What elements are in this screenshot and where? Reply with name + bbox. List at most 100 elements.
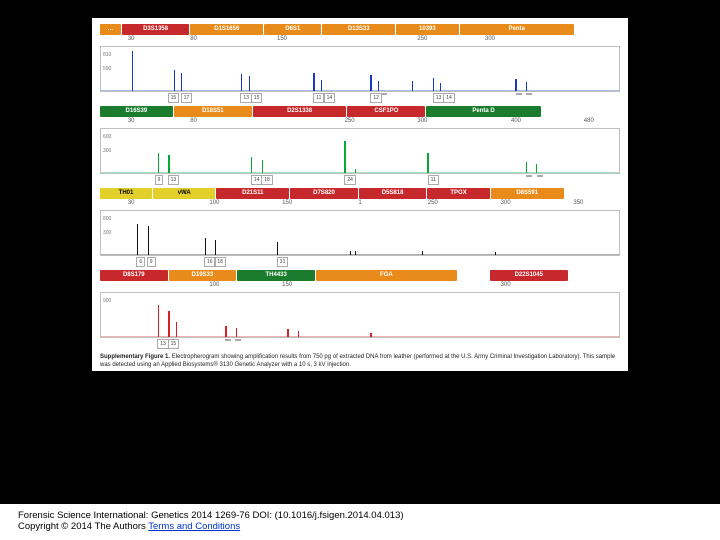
allele-call: 18 xyxy=(261,175,273,185)
x-tick: 100 xyxy=(209,200,219,206)
allele-call: 15 xyxy=(168,93,180,103)
x-axis: 30 100 150 1 250 300 350 xyxy=(100,200,620,210)
x-tick: 30 xyxy=(128,200,135,206)
x-tick: 150 xyxy=(282,200,292,206)
y-tick: 810 xyxy=(103,52,111,58)
peak xyxy=(344,141,345,173)
y-tick: 590 xyxy=(103,66,111,72)
footer: Forensic Science International: Genetics… xyxy=(0,504,720,540)
allele-call: 15 xyxy=(251,93,263,103)
x-tick: 300 xyxy=(485,36,495,42)
locus-label: D8S179 xyxy=(100,270,168,281)
peak xyxy=(427,153,428,173)
electropherogram-panel: D16S39D18S51D2S1338CSF1POPenta D30 80 250 3… xyxy=(100,106,620,185)
peak xyxy=(148,226,149,255)
allele-call: 31 xyxy=(277,257,289,267)
x-tick: 250 xyxy=(345,118,355,124)
peak xyxy=(249,76,250,91)
peak xyxy=(168,311,169,337)
x-tick: 150 xyxy=(277,36,287,42)
figure-caption: Supplementary Figure 1. Electropherogram… xyxy=(100,353,620,369)
locus-label: D7S820 xyxy=(290,188,358,199)
allele-call xyxy=(537,175,543,177)
peak xyxy=(137,224,138,255)
citation-line: Forensic Science International: Genetics… xyxy=(18,510,702,521)
locus-row: D16S39D18S51D2S1338CSF1POPenta D xyxy=(100,106,620,117)
figure-container: …D3S1358D1S1656D6S1D13S3310393Penta30801… xyxy=(92,18,628,371)
peak xyxy=(313,73,314,91)
locus-row: TH01vWAD21S11D7S820D5S818TPOXD8S591 xyxy=(100,188,620,199)
allele-call xyxy=(381,93,387,95)
peak xyxy=(205,238,206,255)
y-tick: 800 xyxy=(103,216,111,222)
terms-link[interactable]: Terms and Conditions xyxy=(148,521,240,532)
allele-row: 69161831 xyxy=(100,257,620,267)
locus-label: D22S1045 xyxy=(490,270,568,281)
x-axis: 100150300 xyxy=(100,282,620,292)
trace-plot: 900 xyxy=(100,292,620,338)
locus-label: D21S11 xyxy=(216,188,289,199)
allele-call: 14 xyxy=(324,93,336,103)
allele-call xyxy=(235,339,241,341)
allele-row: 151713151114121314 xyxy=(100,93,620,103)
peak xyxy=(370,75,371,91)
locus-label: D3S1358 xyxy=(122,24,190,35)
trace-plot: 800 300 xyxy=(100,210,620,256)
x-tick: 300 xyxy=(501,200,511,206)
electropherogram-panel: D8S179D19S33TH4433FGAD22S104510015030090… xyxy=(100,270,620,349)
copyright-text: Copyright © 2014 The Authors xyxy=(18,521,148,532)
allele-call: 14 xyxy=(443,93,455,103)
peak xyxy=(132,51,133,91)
locus-label: … xyxy=(100,24,121,35)
trace-plot: 810 590 xyxy=(100,46,620,92)
x-tick: 300 xyxy=(417,118,427,124)
x-tick: 1 xyxy=(358,200,361,206)
peak xyxy=(251,157,252,173)
locus-label: 10393 xyxy=(396,24,458,35)
caption-text: Electropherogram showing amplification r… xyxy=(100,354,615,368)
baseline xyxy=(101,90,619,91)
y-tick: 900 xyxy=(103,298,111,304)
locus-label: TPOX xyxy=(427,188,489,199)
peak xyxy=(158,153,159,173)
x-tick: 250 xyxy=(428,200,438,206)
locus-label: TH01 xyxy=(100,188,152,199)
allele-row: 1315 xyxy=(100,339,620,349)
allele-call: 24 xyxy=(344,175,356,185)
locus-label: TH4433 xyxy=(237,270,315,281)
x-tick: 250 xyxy=(417,36,427,42)
locus-label: CSF1PO xyxy=(347,106,425,117)
locus-label: Penta D xyxy=(426,106,540,117)
peak xyxy=(215,240,216,255)
allele-call: 9 xyxy=(155,175,164,185)
locus-label: D19S33 xyxy=(169,270,237,281)
allele-call xyxy=(526,175,532,177)
allele-call: 6 xyxy=(136,257,145,267)
allele-call: 15 xyxy=(168,339,180,349)
x-tick: 150 xyxy=(282,282,292,288)
x-tick: 350 xyxy=(573,200,583,206)
peak xyxy=(241,74,242,91)
electropherogram-panel: …D3S1358D1S1656D6S1D13S3310393Penta30801… xyxy=(100,24,620,103)
y-tick: 300 xyxy=(103,148,111,154)
baseline xyxy=(101,172,619,173)
y-tick: 300 xyxy=(103,230,111,236)
x-tick: 300 xyxy=(501,282,511,288)
x-tick: 480 xyxy=(584,118,594,124)
x-axis: 3080250300400480 xyxy=(100,118,620,128)
x-tick: 80 xyxy=(190,118,197,124)
electropherogram-panel: TH01vWAD21S11D7S820D5S818TPOXD8S59130 100… xyxy=(100,188,620,267)
locus-label: D8S591 xyxy=(491,188,564,199)
peak xyxy=(174,70,175,91)
baseline xyxy=(101,254,619,255)
peak xyxy=(176,322,177,337)
locus-label: vWA xyxy=(153,188,215,199)
allele-call xyxy=(526,93,532,95)
allele-call xyxy=(516,93,522,95)
x-tick: 80 xyxy=(190,36,197,42)
allele-row: 91314182411 xyxy=(100,175,620,185)
allele-call: 11 xyxy=(428,175,439,185)
x-axis: 3080150250300 xyxy=(100,36,620,46)
locus-label: D13S33 xyxy=(322,24,395,35)
x-tick: 30 xyxy=(128,118,135,124)
